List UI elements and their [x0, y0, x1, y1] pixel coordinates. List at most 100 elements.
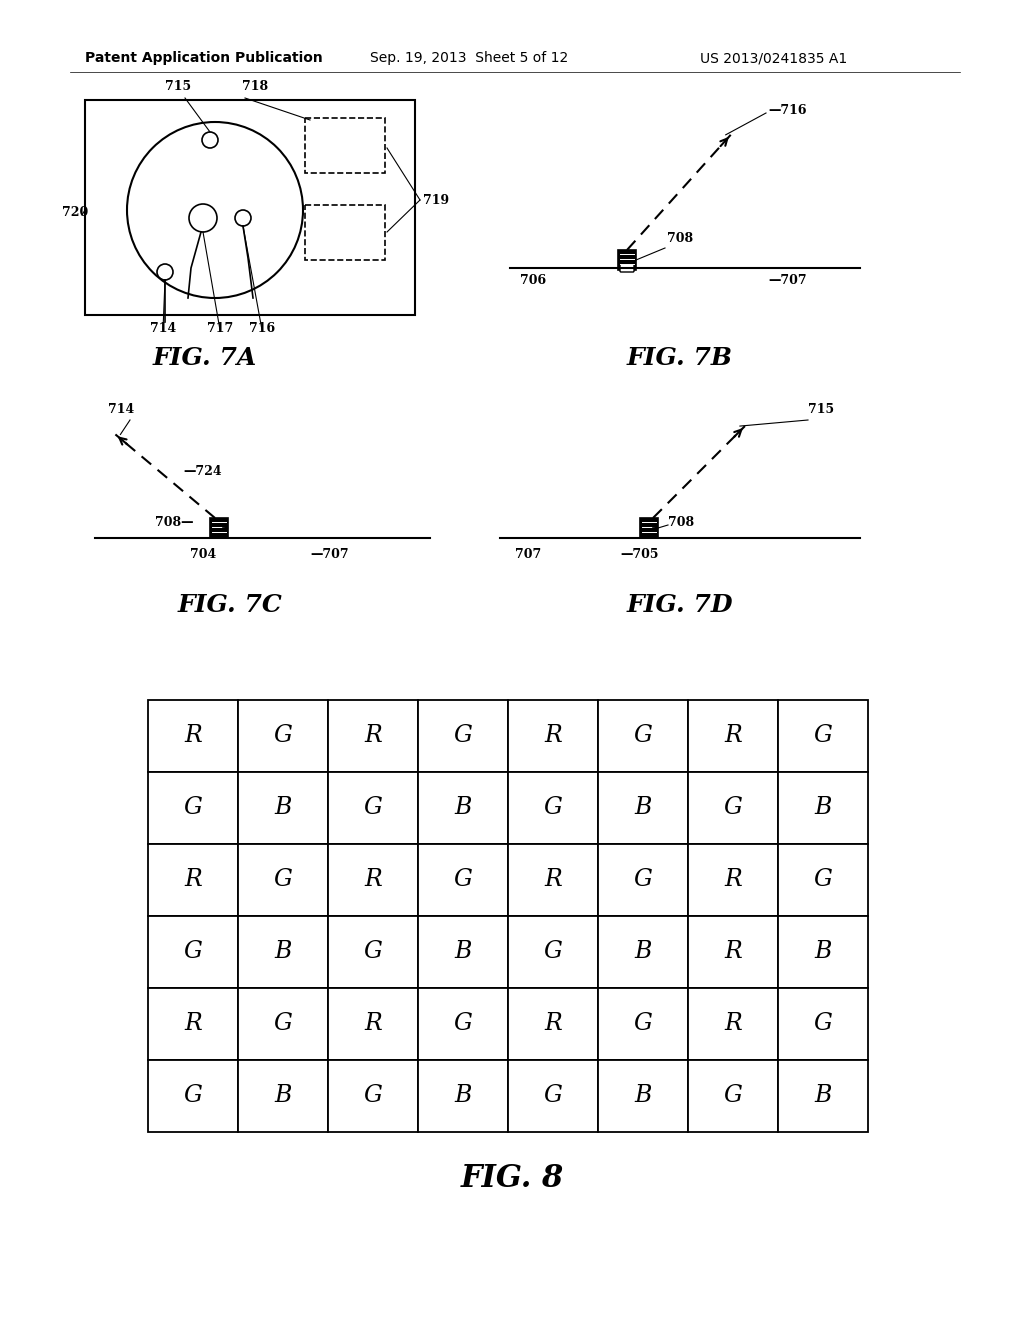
Bar [598, 916, 688, 987]
Text: G: G [724, 1085, 742, 1107]
Text: B: B [814, 1085, 831, 1107]
Text: G: G [813, 725, 833, 747]
Text: B: B [274, 1085, 292, 1107]
Text: B: B [634, 1085, 651, 1107]
Text: G: G [183, 940, 203, 964]
Bar [418, 916, 508, 987]
Text: 715: 715 [808, 403, 835, 416]
Text: 720: 720 [62, 206, 88, 219]
Text: —707: —707 [310, 548, 348, 561]
Text: R: R [724, 869, 741, 891]
Text: R: R [544, 869, 562, 891]
Text: G: G [724, 796, 742, 820]
Bar [618, 249, 636, 271]
Text: 714: 714 [150, 322, 176, 335]
Text: G: G [364, 796, 382, 820]
Bar [238, 772, 328, 843]
Bar [305, 117, 385, 173]
Bar [85, 100, 415, 315]
Text: 715: 715 [165, 81, 191, 92]
Text: R: R [724, 1012, 741, 1035]
Bar [598, 700, 688, 772]
Text: —716: —716 [768, 103, 807, 116]
Text: B: B [814, 940, 831, 964]
Text: R: R [184, 869, 202, 891]
Bar [598, 772, 688, 843]
Bar [688, 700, 778, 772]
Bar [778, 1060, 868, 1133]
Bar [778, 843, 868, 916]
Bar [148, 772, 238, 843]
Bar [148, 843, 238, 916]
Text: B: B [634, 796, 651, 820]
Bar [238, 843, 328, 916]
Text: Sep. 19, 2013  Sheet 5 of 12: Sep. 19, 2013 Sheet 5 of 12 [370, 51, 568, 65]
Bar [148, 700, 238, 772]
Text: 704: 704 [190, 548, 216, 561]
Bar [508, 843, 598, 916]
Text: R: R [544, 1012, 562, 1035]
Bar [508, 700, 598, 772]
Bar [238, 700, 328, 772]
Text: G: G [273, 725, 293, 747]
Text: B: B [814, 796, 831, 820]
Text: G: G [454, 725, 472, 747]
Text: US 2013/0241835 A1: US 2013/0241835 A1 [700, 51, 847, 65]
Text: FIG. 7D: FIG. 7D [627, 593, 733, 616]
Bar [688, 916, 778, 987]
Bar [688, 1060, 778, 1133]
Bar [328, 987, 418, 1060]
Text: 706: 706 [520, 273, 546, 286]
Text: B: B [274, 796, 292, 820]
Text: R: R [544, 725, 562, 747]
Bar [238, 987, 328, 1060]
Bar [778, 987, 868, 1060]
Text: B: B [455, 796, 472, 820]
Text: G: G [183, 796, 203, 820]
Text: FIG. 7C: FIG. 7C [177, 593, 283, 616]
Bar [328, 700, 418, 772]
Bar [328, 916, 418, 987]
Text: G: G [273, 1012, 293, 1035]
Text: G: G [544, 940, 562, 964]
Bar [640, 517, 658, 539]
Bar [148, 987, 238, 1060]
Bar [418, 700, 508, 772]
Text: G: G [454, 869, 472, 891]
Text: B: B [274, 940, 292, 964]
Text: G: G [364, 1085, 382, 1107]
Text: B: B [455, 940, 472, 964]
Bar [778, 772, 868, 843]
Text: G: G [544, 796, 562, 820]
Text: FIG. 8: FIG. 8 [461, 1163, 563, 1195]
Bar [508, 1060, 598, 1133]
Bar [328, 843, 418, 916]
Text: G: G [634, 869, 652, 891]
Bar [418, 843, 508, 916]
Bar [305, 205, 385, 260]
Text: G: G [634, 725, 652, 747]
Text: G: G [813, 869, 833, 891]
Text: R: R [724, 725, 741, 747]
Text: R: R [365, 1012, 382, 1035]
Bar [688, 987, 778, 1060]
Bar [508, 987, 598, 1060]
Text: FIG. 7A: FIG. 7A [153, 346, 257, 370]
Text: 716: 716 [249, 322, 275, 335]
Text: —707: —707 [768, 273, 807, 286]
Text: G: G [183, 1085, 203, 1107]
Text: R: R [184, 725, 202, 747]
Text: G: G [364, 940, 382, 964]
Text: G: G [634, 1012, 652, 1035]
Bar [328, 772, 418, 843]
Text: G: G [454, 1012, 472, 1035]
Text: R: R [724, 940, 741, 964]
Text: R: R [365, 725, 382, 747]
Text: R: R [184, 1012, 202, 1035]
Text: —724: —724 [183, 465, 222, 478]
Text: 708: 708 [668, 516, 694, 528]
Text: B: B [634, 940, 651, 964]
Bar [148, 1060, 238, 1133]
Bar [418, 772, 508, 843]
Bar [508, 772, 598, 843]
